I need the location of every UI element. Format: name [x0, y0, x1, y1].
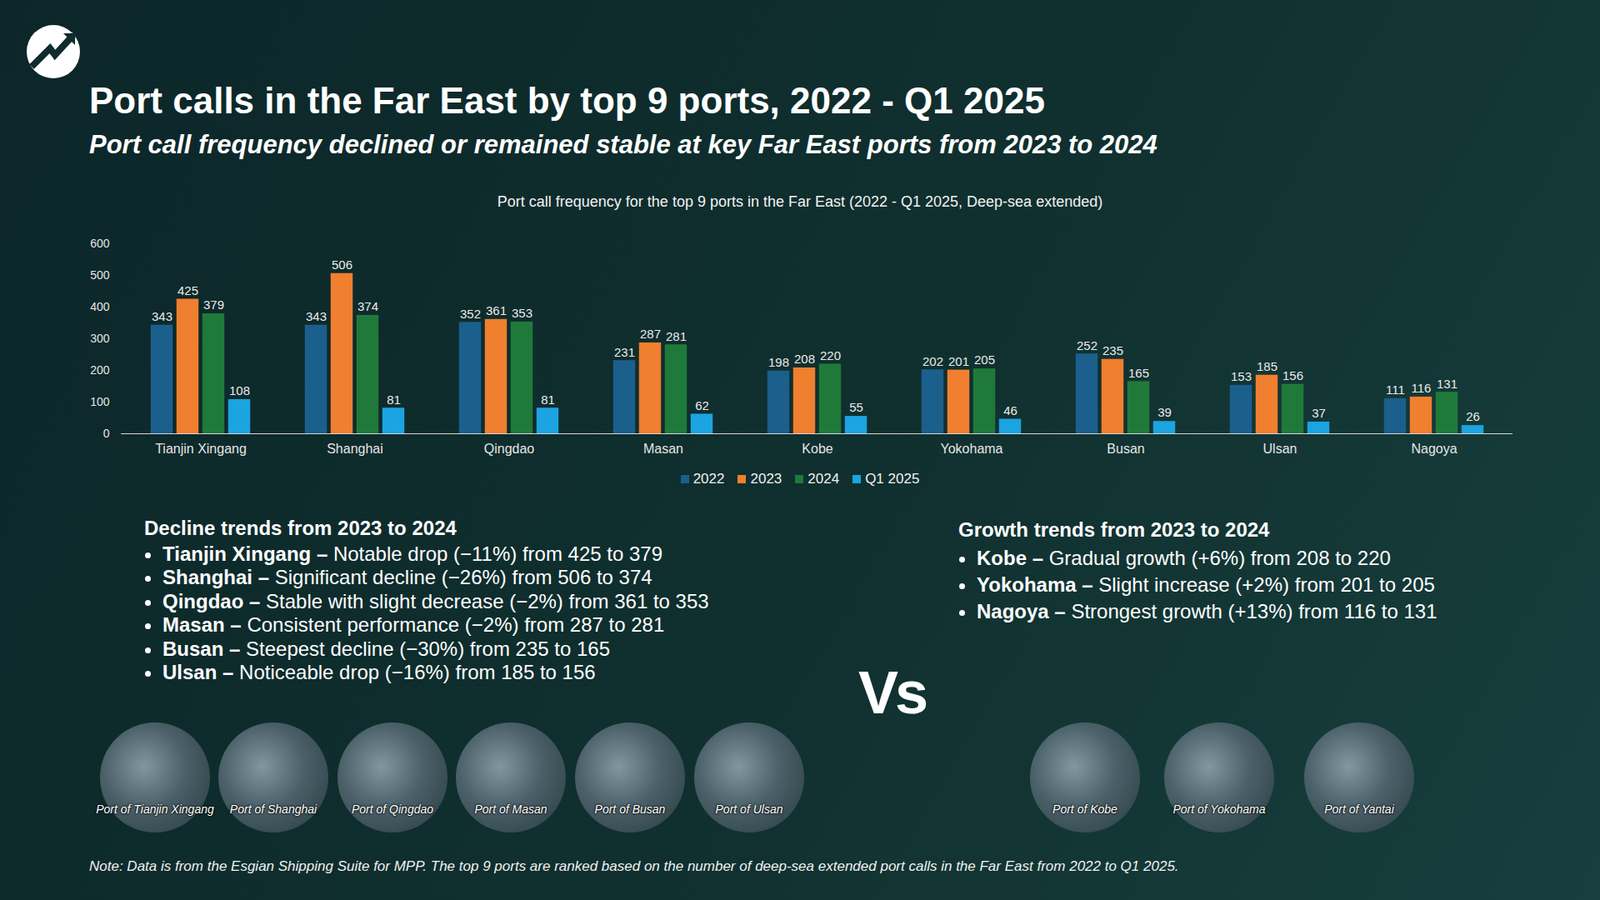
html-text:Growth trends from 2023 to 202: Growth trends from 2023 to 2024	[958, 518, 1270, 541]
svg-text:343: 343	[151, 309, 173, 324]
html-text:Busan – Steepest decline (−30%: Busan – Steepest decline (−30%) from 235…	[162, 637, 610, 660]
svg-text:352: 352	[460, 306, 481, 321]
svg-text:Masan: Masan	[643, 441, 684, 456]
svg-text:500: 500	[90, 268, 110, 282]
svg-text:205: 205	[974, 352, 995, 367]
svg-text:55: 55	[849, 400, 864, 415]
svg-text:Qingdao: Qingdao	[484, 441, 535, 456]
svg-text:400: 400	[90, 300, 110, 314]
svg-text:235: 235	[1102, 343, 1124, 358]
html-text:Port of Kobe: Port of Kobe	[1052, 802, 1118, 816]
html-text:Shanghai – Significant decline: Shanghai – Significant decline (−26%) fr…	[162, 565, 653, 589]
html-text:Qingdao – Stable with slight d: Qingdao – Stable with slight decrease (−…	[162, 589, 709, 613]
svg-text:131: 131	[1436, 376, 1458, 391]
html-text:Ulsan – Noticeable drop (−16%): Ulsan – Noticeable drop (−16%) from 185 …	[162, 660, 596, 684]
html-text:Port of Qingdao: Port of Qingdao	[351, 802, 434, 816]
svg-text:Tianjin Xingang: Tianjin Xingang	[155, 441, 247, 456]
html-text:Decline trends from 2023 to 20: Decline trends from 2023 to 2024	[144, 516, 457, 540]
svg-text:Nagoya: Nagoya	[1410, 441, 1457, 456]
svg-text:374: 374	[357, 299, 379, 314]
html-text:Port of Yokohama: Port of Yokohama	[1172, 802, 1266, 816]
svg-text:Busan: Busan	[1106, 441, 1145, 456]
html-text:Kobe – Gradual growth (+6%) fr: Kobe – Gradual growth (+6%) from 208 to …	[976, 546, 1391, 570]
html-text:Masan – Consistent performance: Masan – Consistent performance (−2%) fro…	[162, 613, 665, 636]
svg-text:156: 156	[1282, 368, 1304, 383]
html-text:Port calls in the Far East by: Port calls in the Far East by top 9 port…	[89, 80, 1045, 121]
svg-text:165: 165	[1128, 365, 1150, 380]
svg-text:353: 353	[511, 305, 533, 320]
svg-text:185: 185	[1256, 359, 1278, 374]
svg-text:208: 208	[794, 351, 815, 366]
html-text:2023: 2023	[750, 470, 782, 487]
svg-text:506: 506	[331, 257, 353, 272]
svg-text:81: 81	[540, 392, 555, 407]
svg-text:231: 231	[614, 345, 635, 360]
svg-text:200: 200	[90, 363, 110, 377]
svg-text:100: 100	[90, 395, 110, 409]
html-text:Port of Masan: Port of Masan	[474, 802, 548, 816]
svg-text:425: 425	[177, 283, 199, 298]
html-text:Port of Ulsan: Port of Ulsan	[715, 802, 783, 816]
svg-text:37: 37	[1311, 405, 1326, 420]
html-text:Yokohama – Slight increase (+2: Yokohama – Slight increase (+2%) from 20…	[976, 573, 1435, 596]
svg-text:379: 379	[203, 297, 225, 312]
svg-text:281: 281	[665, 329, 687, 344]
svg-text:46: 46	[1003, 403, 1018, 418]
svg-text:220: 220	[820, 348, 841, 363]
svg-text:39: 39	[1157, 405, 1172, 420]
svg-text:26: 26	[1465, 409, 1480, 424]
svg-text:287: 287	[640, 326, 661, 341]
html-text:2022: 2022	[693, 470, 725, 487]
html-text:Port call frequency declined o: Port call frequency declined or remained…	[89, 130, 1158, 160]
html-text:Port call frequency for the to: Port call frequency for the top 9 ports …	[497, 193, 1103, 210]
svg-text:198: 198	[768, 355, 790, 370]
svg-text:252: 252	[1076, 338, 1098, 353]
html-text:Note: Data is from the Esgian: Note: Data is from the Esgian Shipping S…	[89, 858, 1179, 875]
svg-text:108: 108	[229, 383, 250, 398]
svg-text:153: 153	[1230, 369, 1252, 384]
html-text:Port of Shanghai: Port of Shanghai	[229, 802, 317, 816]
svg-text:62: 62	[695, 398, 710, 413]
html-text:Vs: Vs	[858, 659, 926, 726]
html-text:Port of Tianjin Xingang: Port of Tianjin Xingang	[96, 802, 214, 816]
svg-text:Shanghai: Shanghai	[326, 441, 384, 456]
html-text:Q1 2025: Q1 2025	[865, 470, 920, 487]
svg-text:600: 600	[90, 236, 110, 250]
svg-text:343: 343	[305, 309, 327, 324]
svg-text:111: 111	[1385, 382, 1405, 397]
svg-text:300: 300	[90, 331, 110, 345]
svg-text:116: 116	[1411, 380, 1432, 395]
html-text:Port of Busan: Port of Busan	[594, 802, 666, 816]
svg-text:Kobe: Kobe	[801, 441, 833, 456]
svg-text:Ulsan: Ulsan	[1263, 441, 1298, 456]
svg-text:0: 0	[103, 426, 110, 440]
html-text:Tianjin Xingang – Notable drop: Tianjin Xingang – Notable drop (−11%) fr…	[162, 542, 663, 565]
svg-text:Yokohama: Yokohama	[940, 441, 1003, 456]
svg-text:361: 361	[485, 303, 507, 318]
html-text:Nagoya – Strongest growth (+13: Nagoya – Strongest growth (+13%) from 11…	[976, 600, 1438, 623]
html-text:Port of Yantai: Port of Yantai	[1324, 802, 1394, 816]
svg-text:81: 81	[386, 392, 401, 407]
html-text:2024: 2024	[807, 470, 840, 487]
svg-text:202: 202	[922, 354, 944, 369]
svg-text:201: 201	[948, 354, 970, 369]
